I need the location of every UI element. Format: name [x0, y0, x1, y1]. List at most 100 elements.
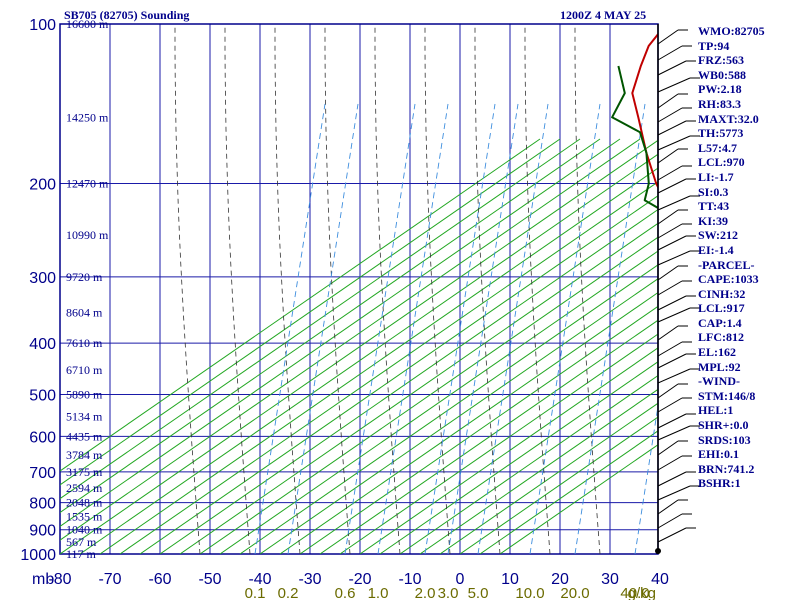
wind-barb	[657, 527, 687, 543]
index-item: WMO:82705	[698, 24, 765, 38]
mixing-ratio-line	[377, 103, 449, 554]
wind-barb	[657, 353, 687, 369]
height-label: 1535 m	[66, 510, 103, 524]
wind-barb	[657, 209, 679, 225]
height-label: 3784 m	[66, 448, 103, 462]
wind-barbs	[655, 24, 700, 554]
moist-adiabat	[174, 24, 201, 554]
valid-time: 1200Z 4 MAY 25	[560, 8, 647, 22]
temperature-label: -30	[298, 571, 321, 588]
wind-barb	[657, 499, 679, 515]
wind-barb	[657, 265, 679, 281]
dry-adiabat	[99, 167, 658, 554]
wind-barb	[657, 325, 679, 341]
temperature-label: 0	[456, 571, 465, 588]
wind-barb	[657, 295, 687, 311]
index-item: PW:2.18	[698, 82, 742, 97]
dry-adiabat	[439, 402, 658, 554]
index-item: SW:212	[698, 228, 739, 243]
dry-adiabat	[60, 138, 561, 486]
wind-barb	[657, 77, 691, 93]
mixing-ratio-line	[424, 103, 496, 554]
mixing-ratio-line	[529, 103, 601, 554]
height-label: 8604 m	[66, 305, 103, 319]
pressure-label-300: 300	[29, 270, 56, 287]
dry-adiabat	[60, 138, 581, 500]
mixing-ratio-line	[287, 103, 359, 554]
plot-frame	[59, 23, 659, 555]
wind-barb	[657, 223, 683, 239]
temperature-label: -10	[398, 571, 421, 588]
mixing-ratio-label: 1.0	[368, 585, 389, 600]
height-label: 117 m	[66, 547, 97, 561]
dry-adiabat	[219, 250, 658, 554]
dry-adiabat	[60, 138, 541, 472]
dry-adiabat	[60, 138, 621, 527]
wind-barb	[657, 29, 679, 45]
wind-barb	[657, 107, 683, 123]
mixing-ratio-line	[574, 103, 646, 554]
wind-barb	[657, 368, 691, 384]
temperature-label: 40	[651, 571, 669, 588]
wind-barb	[657, 195, 691, 211]
mixing-ratio-line	[477, 103, 549, 554]
height-label: 4435 m	[66, 429, 103, 443]
dry-adiabat	[479, 430, 658, 554]
pressure-label-500: 500	[29, 387, 56, 404]
wind-barb	[657, 413, 687, 429]
wind-barb	[657, 307, 691, 323]
temperature-label: 20	[551, 571, 569, 588]
dry-adiabat	[319, 319, 658, 554]
index-item: WB0:588	[698, 67, 746, 82]
index-item: LI:-1.7	[698, 169, 734, 184]
height-label: 6710 m	[66, 363, 103, 377]
index-item: MPL:92	[698, 359, 741, 374]
pressure-unit-label: mb	[32, 571, 54, 588]
mixing-ratio-label: 3.0	[438, 585, 459, 600]
dry-adiabat	[139, 195, 658, 554]
index-item: TH:5773	[698, 126, 744, 141]
wind-barb	[657, 148, 679, 164]
pressure-label-900: 900	[29, 523, 56, 540]
wind-barb	[657, 485, 691, 501]
moist-adiabat	[374, 24, 401, 554]
pressure-label-400: 400	[29, 336, 56, 353]
mixing-ratio-label: 10.0	[515, 585, 544, 600]
pressure-label-100: 100	[29, 17, 56, 34]
temperature-label: 10	[501, 571, 519, 588]
dry-adiabat	[299, 305, 658, 554]
wind-barb	[657, 120, 687, 136]
dry-adiabat	[459, 416, 658, 554]
height-label: 5890 m	[66, 387, 103, 401]
height-label: 10990 m	[66, 228, 109, 242]
index-item: CAPE:1033	[698, 272, 759, 287]
dry-adiabat	[379, 361, 658, 554]
dry-adiabat	[60, 139, 658, 554]
pressure-label-600: 600	[29, 429, 56, 446]
index-item: SHR+:0.0	[698, 418, 749, 433]
index-item: L57:4.7	[698, 140, 737, 155]
chart-title: SB705 (82705) Sounding	[64, 8, 190, 22]
moist-adiabat	[424, 24, 451, 554]
background-lines	[60, 24, 658, 554]
dry-adiabat	[279, 291, 658, 554]
mixing-ratio-label: 5.0	[468, 585, 489, 600]
index-item: HEL:1	[698, 403, 734, 418]
mixing-ratio-line	[634, 403, 658, 554]
temperature-label: -80	[48, 571, 71, 588]
moist-adiabat	[274, 24, 301, 554]
index-item: LCL:970	[698, 155, 745, 170]
mixing-ratio-line	[344, 103, 416, 554]
index-item: CINH:32	[698, 286, 746, 301]
wind-barb	[657, 455, 683, 471]
height-label: 1040 m	[66, 523, 103, 537]
dry-adiabat	[60, 138, 641, 541]
index-item: CAP:1.4	[698, 315, 742, 330]
mixing-ratio-label: 40.0	[620, 585, 649, 600]
moist-adiabat	[324, 24, 351, 554]
mixing-ratio-label: 2.0	[415, 585, 436, 600]
index-item: TP:94	[698, 38, 730, 53]
wind-barb	[657, 440, 679, 456]
dry-adiabat	[119, 181, 658, 554]
